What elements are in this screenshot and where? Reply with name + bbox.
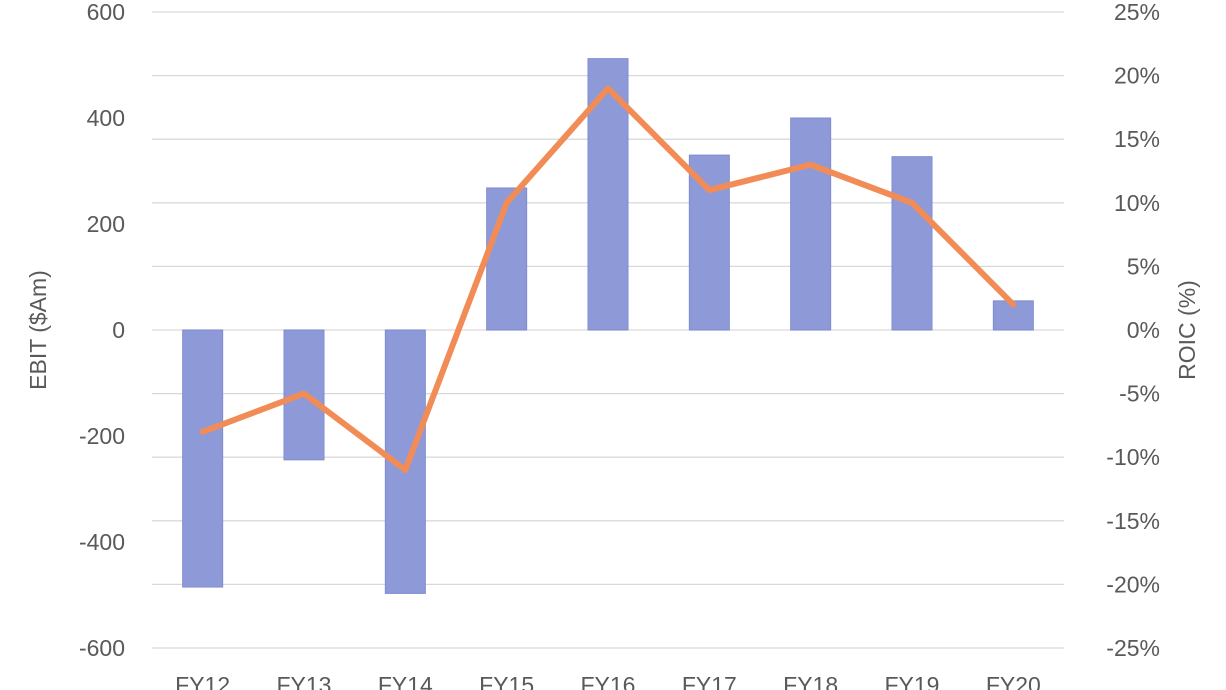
right-tick-label: -20% [1106,571,1160,597]
right-axis-title: ROIC (%) [1174,280,1200,380]
left-tick-label: 0 [112,317,125,343]
x-tick-label: FY19 [885,672,940,690]
ebit-bar [182,329,224,588]
right-tick-label: 0% [1127,317,1160,343]
x-tick-label: FY12 [175,672,230,690]
left-tick-label: 200 [87,211,125,237]
x-tick-label: FY13 [277,672,332,690]
right-axis-ticks: 25% 20% 15% 10% 5% 0% -5% -10% -15% -20% -25% [1106,0,1160,661]
left-tick-label: 400 [87,105,125,131]
left-axis-title: EBIT ($Am) [25,270,51,390]
x-tick-label: FY18 [783,672,838,690]
left-axis-ticks: 600 400 200 0 -200 -400 -600 [79,0,125,661]
right-tick-label: -25% [1106,635,1160,661]
roic-line-path [199,85,1017,473]
roic-line [199,85,1017,473]
ebit-bar [891,156,933,331]
x-tick-label: FY15 [479,672,534,690]
left-tick-label: 600 [87,0,125,25]
right-tick-label: -5% [1119,381,1160,407]
right-tick-label: 15% [1114,126,1160,152]
x-tick-label: FY17 [682,672,737,690]
x-tick-label: FY14 [378,672,433,690]
ebit-bar [790,117,832,331]
ebit-bar [486,187,528,331]
ebit-bar [688,154,730,331]
x-tick-label: FY20 [986,672,1041,690]
left-tick-label: -200 [79,423,125,449]
right-tick-label: 5% [1127,253,1160,279]
left-tick-label: -600 [79,635,125,661]
right-tick-label: -10% [1106,444,1160,470]
x-axis-ticks: FY12 FY13 FY14 FY15 FY16 FY17 FY18 FY19 FY20 [175,672,1041,690]
right-tick-label: -15% [1106,508,1160,534]
right-tick-label: 10% [1114,190,1160,216]
right-tick-label: 25% [1114,0,1160,25]
left-tick-label: -400 [79,529,125,555]
right-tick-label: 20% [1114,63,1160,89]
x-tick-label: FY16 [581,672,636,690]
